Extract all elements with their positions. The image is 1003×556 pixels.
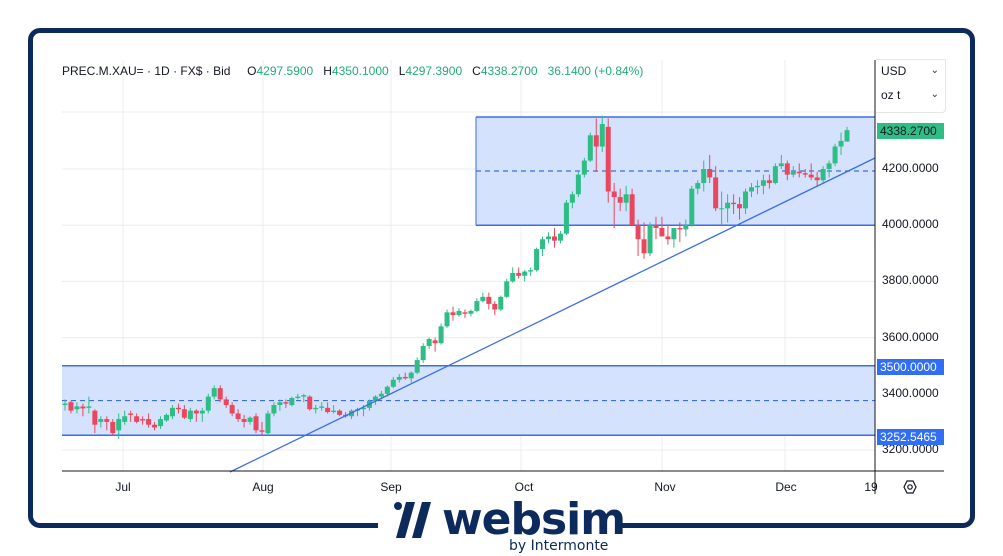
open-label: O (247, 64, 257, 78)
websim-logo (370, 497, 640, 556)
level-low-tag: 3252.5465 (877, 429, 944, 445)
settings-icon[interactable] (902, 479, 918, 495)
logo-divider-left (330, 523, 378, 528)
price-type-label: Bid (213, 64, 231, 78)
price-axis-label: 4000.0000 (882, 217, 939, 232)
time-axis-label: Dec (775, 480, 797, 494)
unit-selector[interactable]: oz t ⌄ (877, 88, 943, 110)
currency-selector[interactable]: USD ⌄ (877, 64, 943, 86)
time-axis-label: Nov (654, 480, 676, 494)
close-label: C (472, 64, 481, 78)
websim-mark-icon (394, 502, 431, 538)
last-price-tag: 4338.2700 (877, 123, 944, 139)
source-label: FX$ (180, 64, 203, 78)
time-axis-label: Aug (252, 480, 274, 494)
chevron-down-icon: ⌄ (930, 65, 939, 76)
chevron-down-icon: ⌄ (930, 89, 939, 100)
open-value: 4297.5900 (256, 64, 314, 78)
logo-divider-right (620, 523, 670, 528)
time-axis-label: Oct (514, 480, 534, 494)
time-axis-label: 19 (864, 480, 878, 494)
high-label: H (323, 64, 332, 78)
high-value: 4350.1000 (331, 64, 389, 78)
logo-wordmark: websim (442, 494, 626, 545)
unit-value: oz t (881, 88, 901, 102)
ohlc-legend: PREC.M.XAU= · 1D · FX$ · Bid O4297.5900 … (62, 64, 644, 78)
unit-selector-box (876, 59, 946, 113)
low-value: 4297.3900 (405, 64, 463, 78)
time-axis-label: Jul (115, 480, 131, 494)
chart-frame (28, 28, 975, 528)
price-axis-label: 3400.0000 (882, 385, 939, 400)
logo-subtitle: by Intermonte (509, 538, 609, 554)
price-axis-label: 3800.0000 (882, 273, 939, 288)
currency-value: USD (881, 64, 907, 78)
price-axis-label: 4200.0000 (882, 161, 939, 175)
price-axis-label: 3200.0000 (882, 442, 939, 456)
time-axis-label: Sep (380, 480, 402, 494)
low-label: L (398, 64, 406, 78)
interval-label[interactable]: 1D (154, 64, 170, 78)
price-axis-label: 3600.0000 (882, 329, 939, 344)
change-value: 36.1400 (+0.84%) (547, 64, 644, 78)
symbol-label[interactable]: PREC.M.XAU= (62, 64, 144, 78)
close-value: 4338.2700 (480, 64, 538, 78)
level-high-tag: 3500.0000 (877, 359, 944, 375)
